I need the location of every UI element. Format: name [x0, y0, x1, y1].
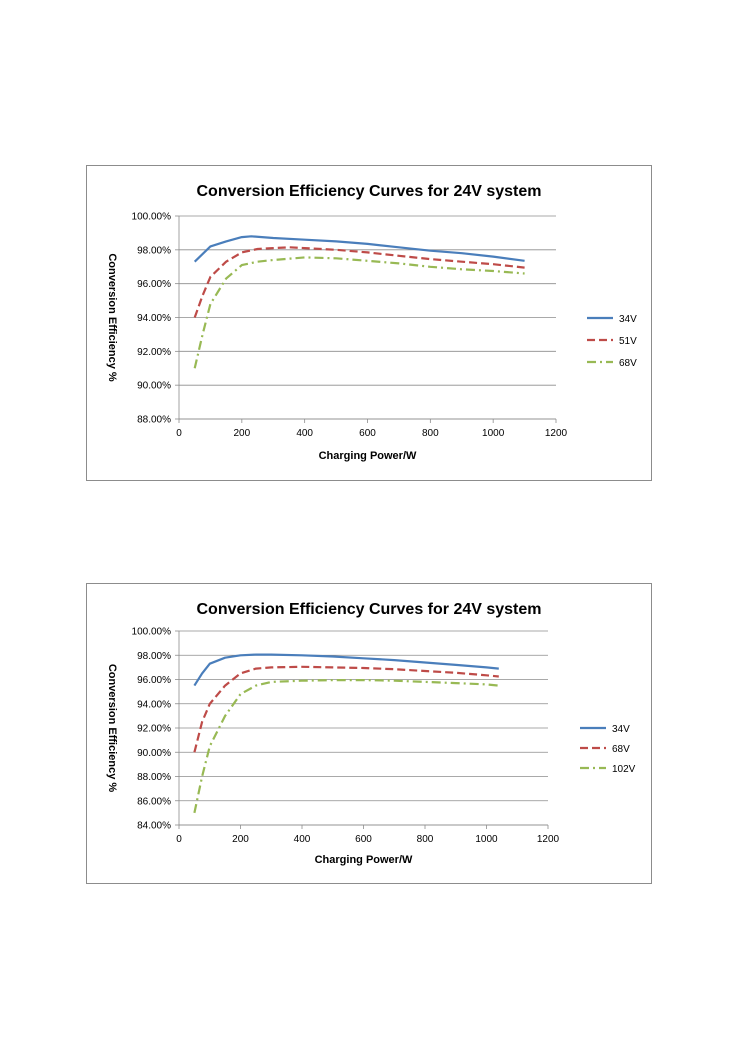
x-tick-label: 1200	[545, 428, 568, 439]
legend-label: 68V	[619, 358, 637, 369]
y-tick-label: 94.00%	[137, 313, 171, 324]
series-line-34v	[193, 653, 499, 687]
legend-label: 102V	[612, 764, 636, 775]
chart-title: Conversion Efficiency Curves for 24V sys…	[196, 183, 541, 200]
series-line-34v	[193, 235, 525, 263]
y-tick-label: 88.00%	[137, 772, 171, 783]
chart-svg: Conversion Efficiency Curves for 24V sys…	[106, 183, 637, 462]
x-tick-label: 600	[355, 834, 372, 845]
x-tick-label: 400	[296, 428, 313, 439]
series-line-51v	[193, 246, 525, 318]
y-tick-label: 96.00%	[137, 675, 171, 686]
x-tick-label: 800	[417, 834, 434, 845]
series-line-102v	[193, 679, 499, 814]
legend-label: 34V	[619, 314, 637, 325]
chart-svg: Conversion Efficiency Curves for 24V sys…	[106, 601, 636, 866]
y-tick-label: 92.00%	[137, 724, 171, 735]
x-tick-label: 0	[176, 834, 182, 845]
x-tick-label: 200	[233, 428, 250, 439]
legend-label: 68V	[612, 744, 630, 755]
x-tick-label: 800	[422, 428, 439, 439]
x-tick-label: 600	[359, 428, 376, 439]
x-tick-label: 1000	[475, 834, 498, 845]
y-tick-label: 92.00%	[137, 347, 171, 358]
series-line-68v	[193, 256, 525, 369]
y-tick-label: 96.00%	[137, 279, 171, 290]
x-tick-label: 400	[294, 834, 311, 845]
x-tick-label: 200	[232, 834, 249, 845]
chart-top: Conversion Efficiency Curves for 24V sys…	[86, 165, 652, 481]
y-tick-label: 100.00%	[132, 212, 172, 223]
x-axis-label: Charging Power/W	[319, 450, 417, 462]
y-axis-label: Conversion Efficiency %	[106, 664, 118, 793]
series-line-68v	[193, 665, 499, 753]
x-tick-label: 0	[176, 428, 182, 439]
y-tick-label: 88.00%	[137, 415, 171, 426]
y-tick-label: 90.00%	[137, 381, 171, 392]
x-tick-label: 1200	[537, 834, 560, 845]
y-tick-label: 100.00%	[132, 627, 172, 638]
x-tick-label: 1000	[482, 428, 505, 439]
y-tick-label: 98.00%	[137, 651, 171, 662]
y-axis-label: Conversion Efficiency %	[106, 253, 118, 382]
chart-title: Conversion Efficiency Curves for 24V sys…	[196, 601, 541, 618]
y-tick-label: 84.00%	[137, 821, 171, 832]
y-tick-label: 90.00%	[137, 748, 171, 759]
chart-bottom: Conversion Efficiency Curves for 24V sys…	[86, 583, 652, 884]
legend-label: 34V	[612, 724, 630, 735]
x-axis-label: Charging Power/W	[315, 854, 413, 866]
y-tick-label: 98.00%	[137, 245, 171, 256]
y-tick-label: 86.00%	[137, 796, 171, 807]
y-tick-label: 94.00%	[137, 699, 171, 710]
legend-label: 51V	[619, 336, 637, 347]
